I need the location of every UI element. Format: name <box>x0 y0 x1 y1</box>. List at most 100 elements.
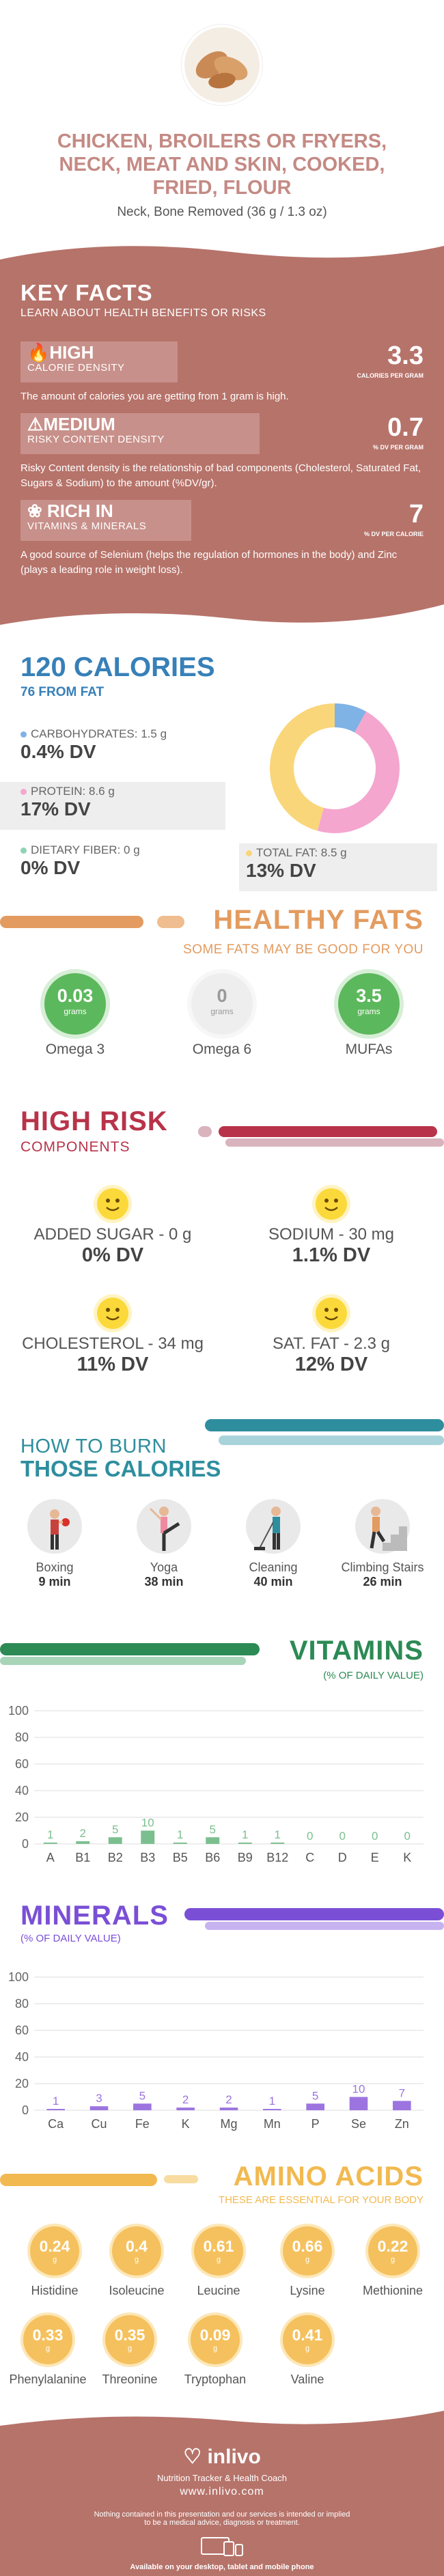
risk-label: SODIUM - 30 mg <box>268 1225 395 1244</box>
x-tick-label: Cu <box>91 2117 107 2131</box>
bar-value-label: 5 <box>139 2089 145 2102</box>
food-title-line-2: NECK, MEAT AND SKIN, COOKED, <box>59 154 385 176</box>
bar-value-label: 2 <box>182 2093 189 2106</box>
bar-value-label: 0 <box>372 1830 378 1843</box>
key-facts-subtitle: LEARN ABOUT HEALTH BENEFITS OR RISKS <box>20 307 266 319</box>
activity-minutes: 38 min <box>144 1575 184 1588</box>
key-fact-unit: CALORIES PER GRAM <box>357 372 424 379</box>
high-risk-subtitle: COMPONENTS <box>20 1139 130 1155</box>
bar-value-label: 5 <box>312 2089 318 2102</box>
legend-dot <box>20 731 27 738</box>
brand-url[interactable]: www.inlivo.com <box>180 2486 264 2497</box>
risk-label: SAT. FAT - 2.3 g <box>272 1334 391 1353</box>
x-tick-label: Mg <box>220 2117 237 2131</box>
key-fact-level: HIGH <box>49 342 94 363</box>
activity-name: Boxing <box>36 1560 74 1574</box>
calories-title: 120 CALORIES <box>20 652 215 682</box>
amino-label: Threonine <box>102 2372 158 2386</box>
y-tick-label: 20 <box>15 1810 29 1824</box>
omega6-label: Omega 6 <box>192 1041 252 1057</box>
nutrient-label: CARBOHYDRATES: 1.5 g <box>31 727 167 740</box>
amino-unit: g <box>127 2344 133 2353</box>
bar-se <box>349 2097 368 2110</box>
x-tick-label: D <box>338 1851 347 1864</box>
nutrient-dv: 0% DV <box>20 857 81 878</box>
bar-zn <box>393 2101 411 2110</box>
amino-title: AMINO ACIDS <box>233 2161 424 2192</box>
amino-acid-valine: 0.41 g Valine <box>266 2315 348 2387</box>
x-tick-label: E <box>371 1851 379 1864</box>
amino-acid-histidine: 0.24 g Histidine <box>14 2226 96 2298</box>
nutrient-total-fat: TOTAL FAT: 8.5 g 13% DV <box>239 843 437 891</box>
bar-value-label: 1 <box>177 1828 183 1841</box>
activity-cleaning: Cleaning 40 min <box>222 1499 324 1589</box>
bar-value-label: 10 <box>141 1817 154 1830</box>
healthy-fats-title: HEALTHY FATS <box>213 905 424 935</box>
key-fact-label: CALORIE DENSITY <box>27 362 125 374</box>
wave-bottom <box>0 604 444 632</box>
heart-icon: ♡ <box>183 2446 202 2468</box>
fats-banner-stripe <box>0 916 184 928</box>
calories-from-fat: 76 FROM FAT <box>20 685 105 699</box>
amino-unit: g <box>52 2256 57 2264</box>
nutrient-dv: 0.4% DV <box>20 741 96 762</box>
amino-unit: g <box>212 2344 218 2353</box>
activity-minutes: 9 min <box>38 1575 71 1588</box>
fat-value: 3.5 <box>356 985 382 1006</box>
key-fact-desc: A good source of Selenium (helps the reg… <box>20 549 398 576</box>
bar-value-label: 2 <box>80 1827 86 1840</box>
omega6-circle: 0 grams <box>191 973 253 1035</box>
vitamins-subtitle: (% OF DAILY VALUE) <box>323 1670 424 1681</box>
risk-sat-fat: SAT. FAT - 2.3 g 12% DV <box>229 1298 434 1376</box>
footer: ♡ inlivo Nutrition Tracker & Health Coac… <box>0 2411 444 2576</box>
nutrient-protein: PROTEIN: 8.6 g 17% DV <box>0 782 225 830</box>
activity-climbing-stairs: Climbing Stairs 26 min <box>331 1499 434 1589</box>
legend-dot <box>246 850 252 857</box>
bar-value-label: 0 <box>307 1830 313 1843</box>
x-tick-label: K <box>182 2117 190 2131</box>
amino-label: Valine <box>290 2372 324 2386</box>
wave-top <box>0 239 444 260</box>
x-tick-label: K <box>403 1851 411 1864</box>
mufas-label: MUFAs <box>345 1041 393 1057</box>
bar-value-label: 1 <box>53 2095 59 2108</box>
x-tick-label: B3 <box>140 1851 155 1864</box>
bar-b2 <box>108 1837 122 1844</box>
key-fact-unit: % DV PER GRAM <box>372 444 424 451</box>
bar-b12 <box>270 1843 285 1844</box>
x-tick-label: Zn <box>395 2117 409 2131</box>
x-tick-label: C <box>305 1851 314 1864</box>
footer-wave <box>0 2411 444 2426</box>
amino-value: 0.33 <box>32 2326 64 2344</box>
bar-value-label: 1 <box>47 1828 53 1841</box>
y-tick-label: 60 <box>15 2024 29 2037</box>
x-tick-label: Ca <box>48 2117 64 2131</box>
key-fact-unit: % DV PER CALORIE <box>363 531 424 537</box>
bar-b6 <box>206 1837 220 1844</box>
y-tick-label: 100 <box>8 1704 29 1718</box>
key-fact-value: 7 <box>408 500 424 529</box>
bar-value-label: 0 <box>339 1830 346 1843</box>
fat-unit: grams <box>64 1007 87 1016</box>
activity-name: Cleaning <box>249 1560 298 1574</box>
x-tick-label: Fe <box>135 2117 150 2131</box>
amino-subtitle: THESE ARE ESSENTIAL FOR YOUR BODY <box>218 2194 424 2206</box>
amino-acid-threonine: 0.35 g Threonine <box>89 2315 171 2387</box>
yoga-icon <box>137 1499 191 1554</box>
amino-value: 0.41 <box>292 2326 323 2344</box>
amino-label: Isoleucine <box>109 2284 165 2297</box>
minerals-subtitle: (% OF DAILY VALUE) <box>20 1933 121 1944</box>
devices-icon <box>0 2536 444 2560</box>
bar-value-label: 1 <box>269 2095 275 2108</box>
bar-value-label: 2 <box>225 2093 232 2106</box>
key-fact-label: RISKY CONTENT DENSITY <box>27 434 165 445</box>
risk-label: ADDED SUGAR - 0 g <box>33 1225 192 1244</box>
risk-sodium: SODIUM - 30 mg 1.1% DV <box>229 1188 434 1267</box>
amino-unit: g <box>305 2256 310 2264</box>
amino-label: Methionine <box>362 2284 424 2297</box>
bar-b1 <box>76 1841 90 1844</box>
amino-circle: 0.4 g <box>112 2226 161 2276</box>
amino-circle: 0.35 g <box>105 2315 154 2364</box>
key-fact-label: VITAMINS & MINERALS <box>27 520 147 532</box>
